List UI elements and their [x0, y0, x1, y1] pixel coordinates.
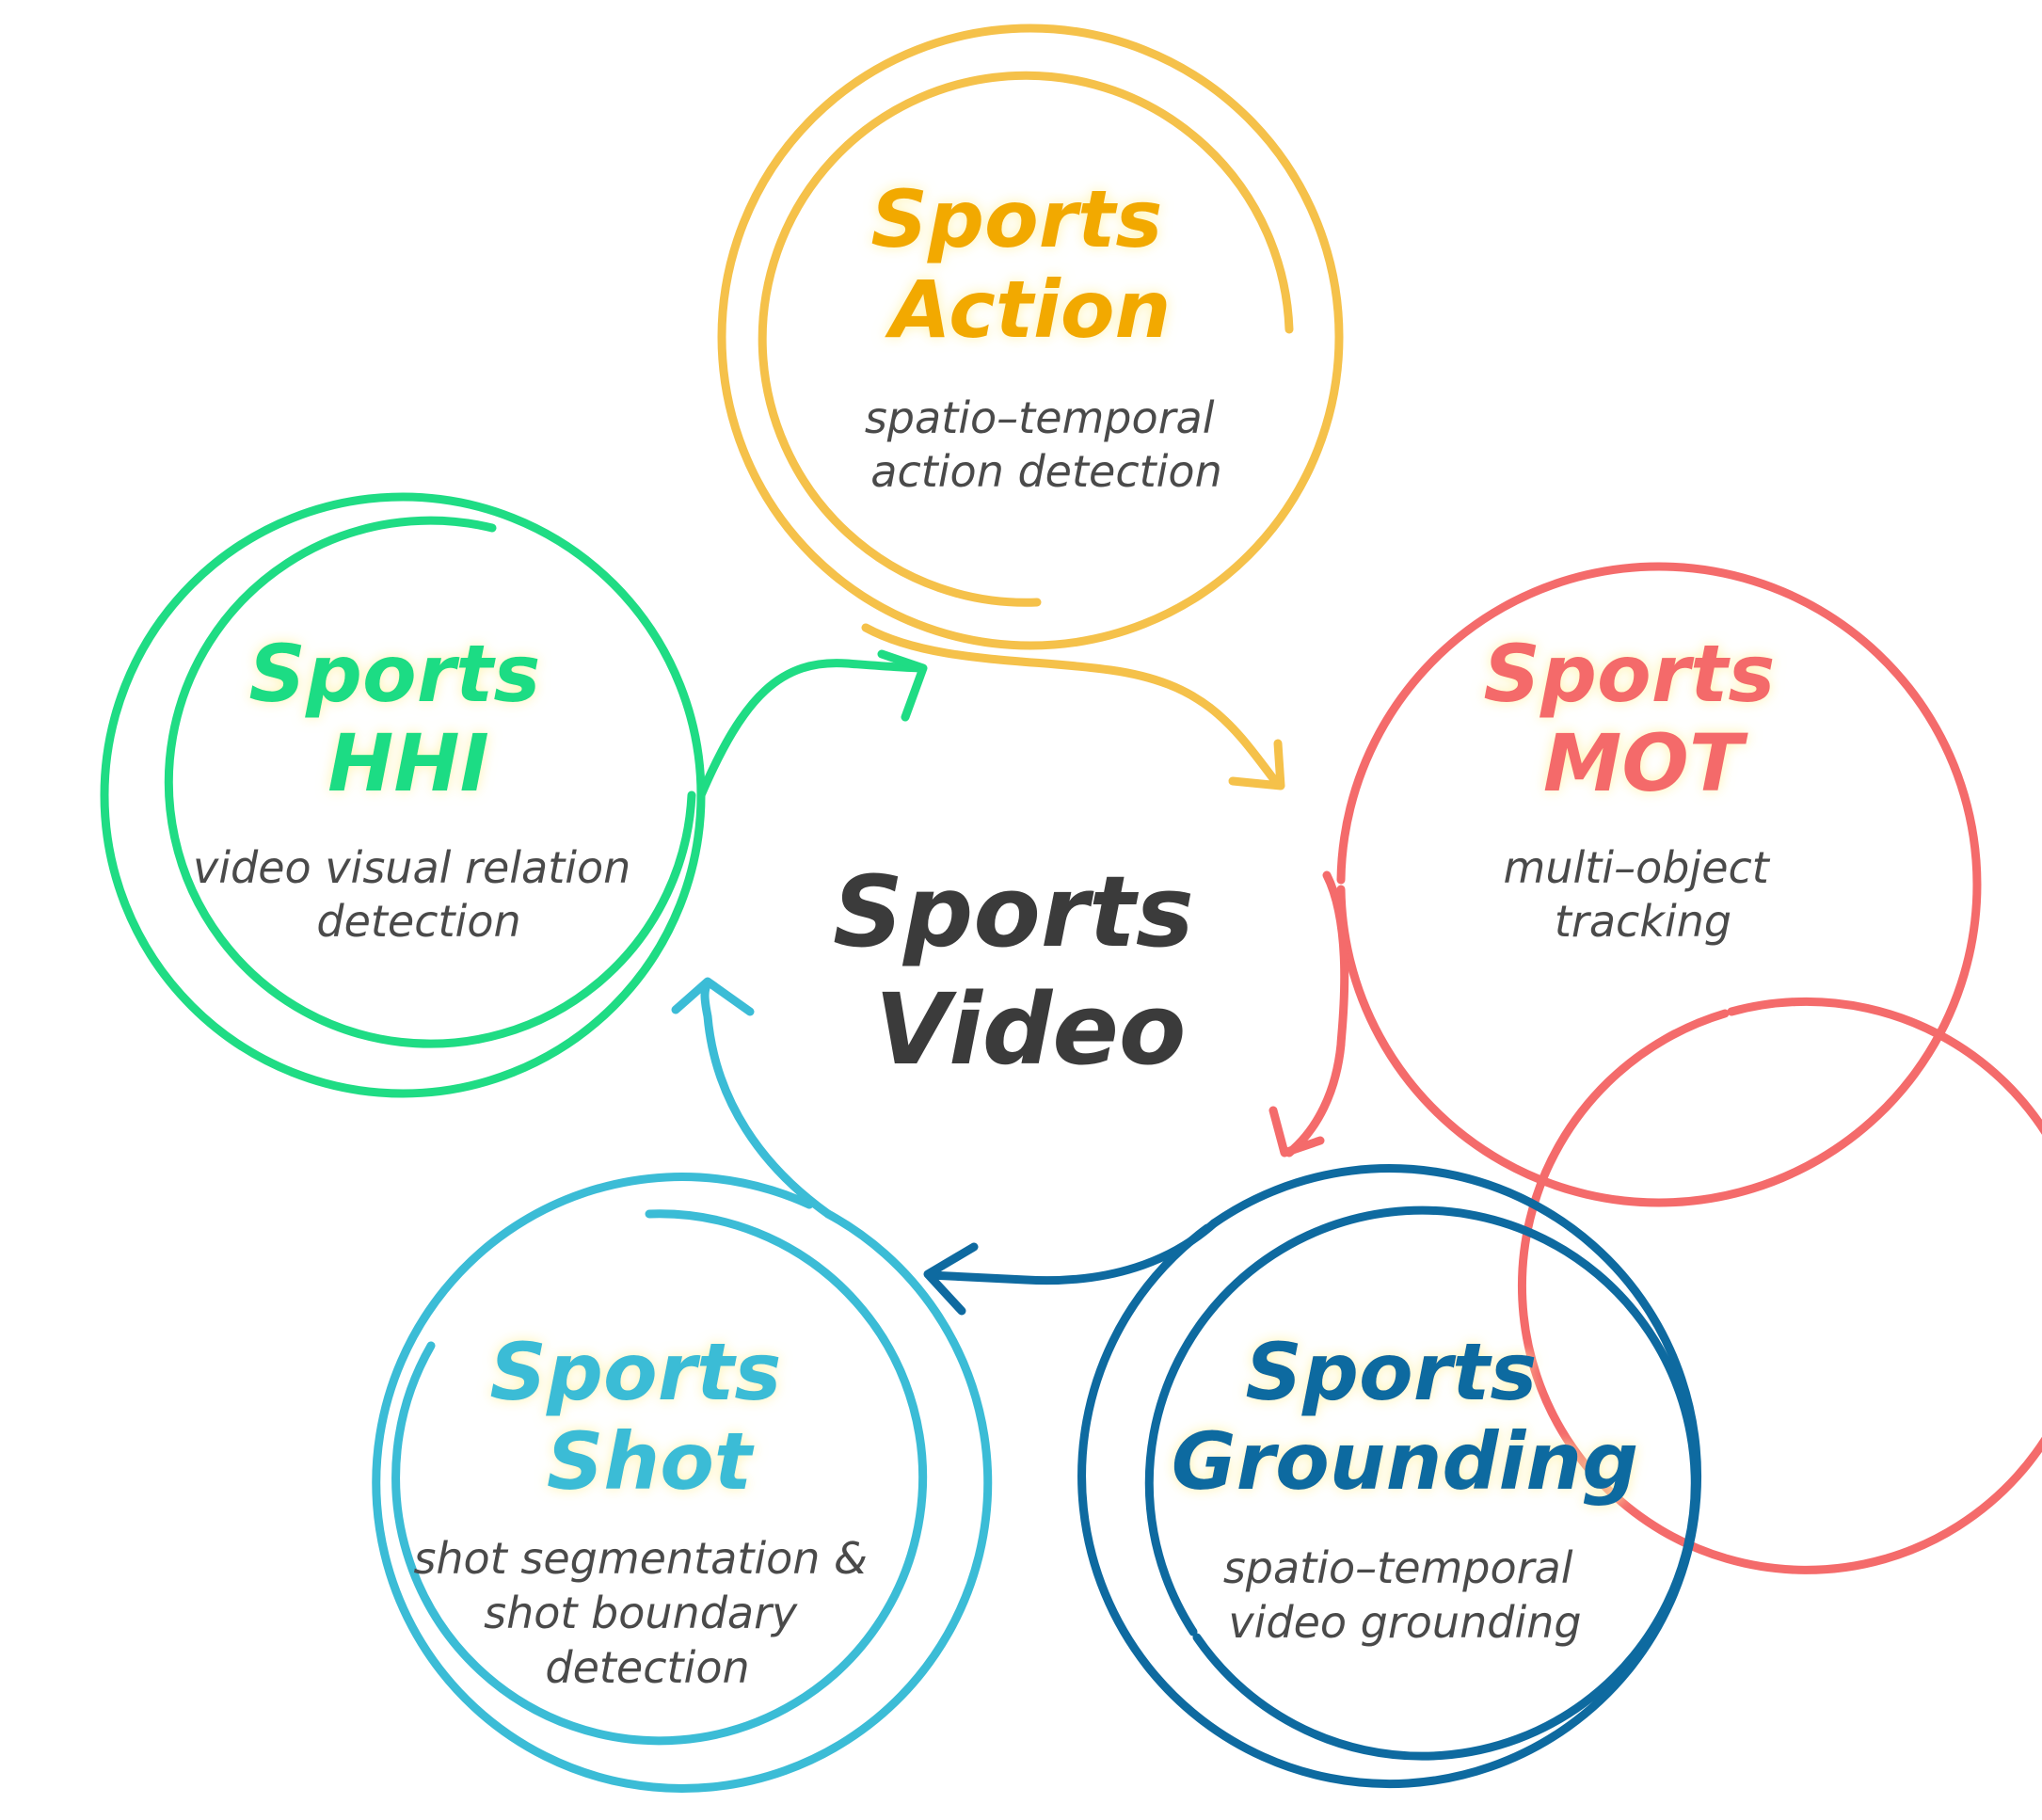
arrowhead-to-mot: [1228, 739, 1285, 790]
shot-description: shot segmentation & shot boundary detect…: [413, 1533, 881, 1693]
node-sports-hhi: Sports HHI video visual relation detecti…: [100, 492, 706, 1098]
center-title: Sports Video: [833, 854, 1228, 1087]
action-description: spatio–temporal action detection: [865, 392, 1228, 497]
action-title: Sports Action: [870, 173, 1189, 356]
connector-hhi-to-action: [696, 659, 927, 800]
node-sports-shot: Sports Shot shot segmentation & shot bou…: [372, 1173, 993, 1793]
mot-title: Sports MOT: [1483, 628, 1802, 809]
connector-shot-to-hhi: [700, 979, 833, 1219]
action-outer-ring: [717, 24, 1344, 650]
shot-title: Sports Shot: [489, 1326, 808, 1508]
hhi-title: Sports HHI: [248, 628, 567, 809]
arrowhead-to-hhi: [671, 977, 755, 1016]
connector-action-to-mot: [861, 623, 1280, 786]
grounding-title: Sports Grounding: [1172, 1326, 1639, 1508]
hhi-description: video visual relation detection: [193, 842, 645, 947]
node-sports-grounding: Sports Grounding spatio–temporal video g…: [1077, 1164, 1702, 1788]
hhi-inner-arc: [164, 516, 696, 1048]
connector-grounding-to-shot: [925, 1219, 1219, 1285]
arrowhead-to-grounding: [1268, 1106, 1325, 1157]
connector-mot-to-grounding: [1284, 870, 1349, 1157]
mot-outer-arc: [1336, 562, 1982, 1207]
node-sports-mot: Sports MOT multi–object tracking: [1336, 562, 2042, 1574]
shot-inner-arc: [391, 1209, 928, 1746]
shot-outer-arc: [372, 1173, 993, 1793]
action-inner-arc: [758, 71, 1294, 607]
node-sports-action: Sports Action spatio–temporal action det…: [717, 24, 1344, 650]
grounding-inner-arc: [1144, 1205, 1699, 1761]
arrowhead-to-shot: [923, 1242, 979, 1316]
grounding-description: spatio–temporal video grounding: [1223, 1542, 1587, 1648]
grounding-outer-arc: [1077, 1164, 1702, 1788]
arrowhead-to-action: [877, 649, 928, 722]
mot-inner-arc: [1517, 997, 2042, 1574]
mot-description: multi–object tracking: [1504, 842, 1783, 947]
